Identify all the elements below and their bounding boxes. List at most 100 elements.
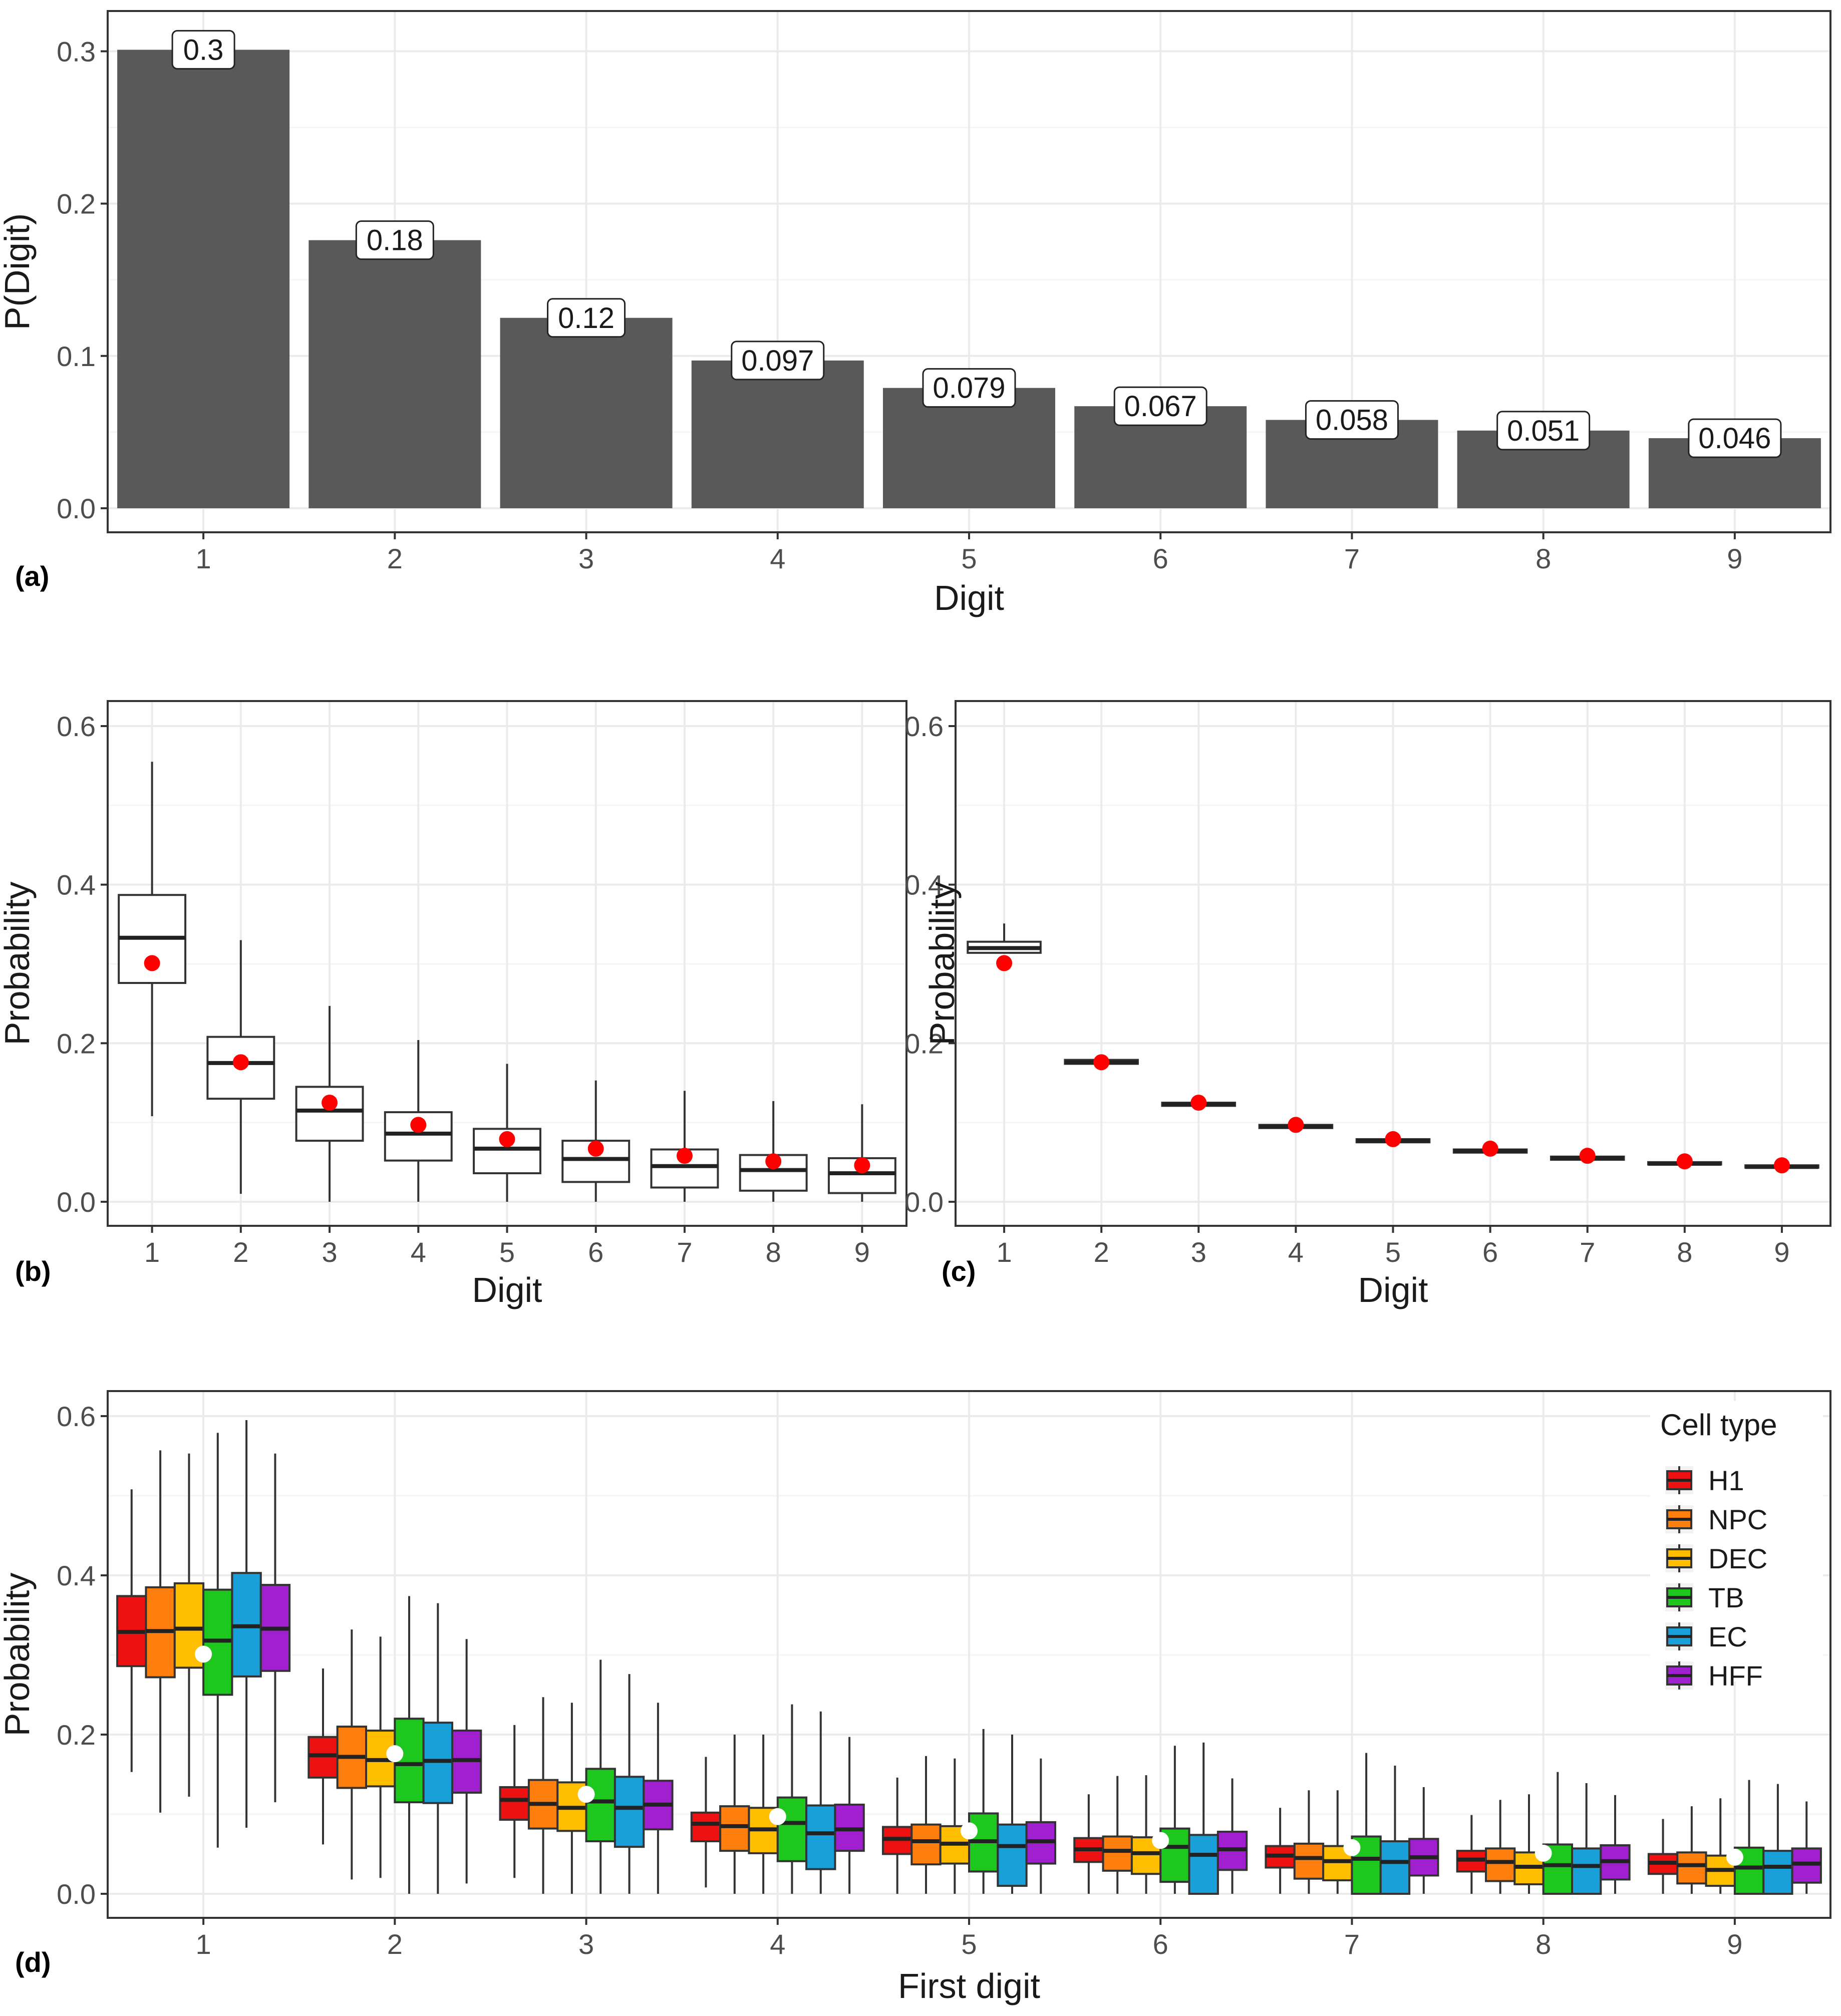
legend-label: TB [1708,1582,1744,1613]
box-npc [910,1756,942,1894]
box-hff [1216,1778,1248,1894]
box-tb [585,1659,616,1894]
bar-value-label: 0.046 [1698,422,1771,455]
panel-tag: (a) [15,560,49,592]
box [967,923,1042,954]
y-tick-label: 0.3 [57,36,96,67]
bar [117,50,290,508]
box-ec [613,1674,645,1894]
box-ec [1571,1783,1602,1895]
box [118,762,187,1116]
y-tick-label: 0.2 [57,1028,96,1059]
box-iqr [1293,1842,1325,1880]
x-axis-title: Digit [934,578,1004,617]
benford-point [410,1117,427,1133]
box-hff [1791,1801,1822,1894]
panel-border [955,700,1831,1227]
box-hff [1408,1787,1439,1894]
x-tick-label: 7 [677,1236,692,1268]
benford-point [769,1808,786,1825]
box-h1 [308,1668,339,1845]
legend-label: NPC [1708,1504,1767,1535]
benford-point [1385,1131,1401,1147]
x-tick-label: 7 [1580,1236,1595,1268]
benford-point [1288,1117,1304,1133]
x-tick-label: 4 [770,543,785,574]
box-npc [1676,1806,1707,1894]
panel-tag: (c) [942,1255,976,1287]
bar-value-label-box [1305,400,1399,440]
x-tick-label: 5 [499,1236,515,1268]
y-tick-label: 0.6 [57,711,96,742]
benford-point [1343,1839,1361,1856]
x-tick-label: 1 [196,1928,211,1960]
y-tick-label: 0.4 [904,869,944,901]
y-tick-label: 0.0 [904,1186,944,1218]
bar-value-label: 0.12 [558,302,615,334]
x-axis-title: First digit [898,1966,1040,2005]
bar-value-label-box [171,30,235,70]
x-tick-label: 1 [196,543,211,574]
benford-point [386,1745,404,1763]
benford-point [1535,1844,1552,1862]
benford-point [577,1786,595,1803]
x-tick-label: 2 [233,1236,248,1268]
x-tick-label: 9 [1727,1928,1742,1960]
bar-value-label-box [547,298,626,338]
box-tb [968,1729,999,1894]
bar-value-label-box [731,341,825,381]
y-tick-label: 0.4 [57,1560,96,1591]
box-dec [748,1735,779,1894]
legend-label: EC [1708,1621,1747,1652]
box-iqr [690,1811,722,1843]
box-npc [1102,1776,1133,1894]
bar-value-label: 0.3 [183,34,224,66]
x-tick-label: 8 [1677,1236,1692,1268]
legend: Cell type H1 NPC DEC TB EC HFF [1650,1401,1823,1692]
box-hff [643,1703,674,1894]
benford-point [1579,1148,1596,1164]
benford-point [587,1140,604,1157]
benford-point [996,955,1013,971]
benford-point [1190,1095,1207,1111]
box-h1 [1073,1794,1104,1894]
box-npc [527,1697,559,1894]
box-hff [259,1453,291,1803]
x-axis-title: Digit [472,1270,542,1309]
benford-point [1676,1153,1693,1170]
benford-point [499,1131,515,1147]
bar-value-label: 0.097 [741,345,814,377]
x-tick-label: 3 [1191,1236,1206,1268]
x-tick-label: 5 [961,1928,977,1960]
x-tick-label: 7 [1344,543,1360,574]
benford-point [322,1095,338,1111]
x-tick-label: 4 [411,1236,426,1268]
y-tick-label: 0.6 [57,1401,96,1432]
box-dec [173,1453,205,1797]
benford-point [765,1153,782,1170]
box-dec [365,1636,396,1878]
x-tick-label: 6 [1153,543,1168,574]
box-iqr [1351,1835,1382,1895]
bar [309,240,481,508]
x-tick-label: 4 [770,1928,785,1960]
box-npc [719,1735,750,1894]
bar [883,388,1055,508]
x-tick-label: 5 [1385,1236,1401,1268]
panel-b: 0.0 0.2 0.4 0.6 1 2 3 4 5 6 7 8 9 Digit Probability (b) [0,700,907,1309]
legend-label: HFF [1708,1660,1763,1692]
legend-label: H1 [1708,1465,1744,1496]
bar-value-label: 0.058 [1316,404,1388,437]
box-npc [145,1450,176,1813]
x-tick-label: 2 [387,1928,403,1960]
bar-value-label: 0.067 [1124,390,1197,423]
y-axis-title: Probability [923,882,962,1046]
benford-point [232,1054,249,1071]
bar-value-label-box [1688,418,1782,458]
box-iqr [1102,1835,1133,1872]
x-tick-label: 1 [996,1236,1012,1268]
box-ec [997,1735,1028,1894]
bar [500,317,673,508]
panel-border [107,1390,1831,1919]
y-tick-label: 0.0 [57,1878,96,1910]
